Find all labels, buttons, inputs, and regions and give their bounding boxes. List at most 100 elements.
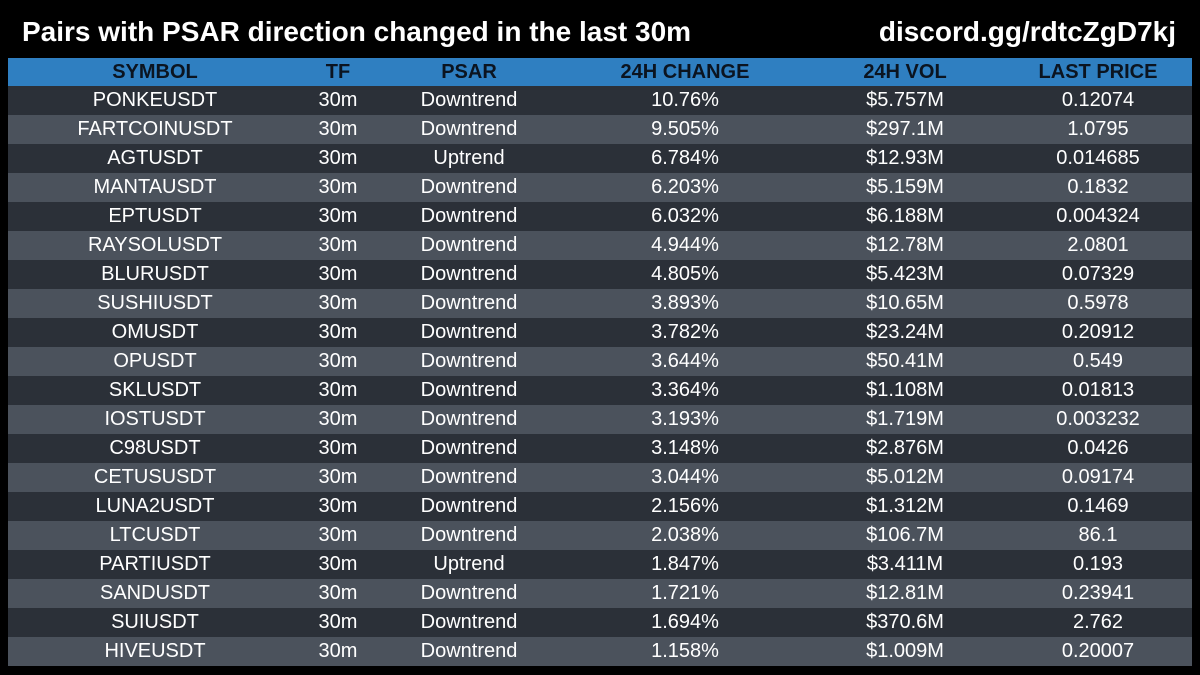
column-header-tf: TF xyxy=(302,58,374,86)
cell-vol-24h: $12.78M xyxy=(806,231,1004,260)
cell-change-24h: 2.038% xyxy=(564,521,806,550)
table-row: PARTIUSDT 30m Uptrend 1.847% $3.411M 0.193 xyxy=(8,550,1192,579)
cell-vol-24h: $2.876M xyxy=(806,434,1004,463)
cell-vol-24h: $10.65M xyxy=(806,289,1004,318)
cell-change-24h: 1.694% xyxy=(564,608,806,637)
cell-change-24h: 6.032% xyxy=(564,202,806,231)
cell-psar: Downtrend xyxy=(374,173,564,202)
cell-last-price: 0.014685 xyxy=(1004,144,1192,173)
cell-psar: Downtrend xyxy=(374,463,564,492)
cell-vol-24h: $23.24M xyxy=(806,318,1004,347)
table-row: OMUSDT 30m Downtrend 3.782% $23.24M 0.20912 xyxy=(8,318,1192,347)
cell-vol-24h: $5.159M xyxy=(806,173,1004,202)
cell-symbol: LTCUSDT xyxy=(8,521,302,550)
cell-change-24h: 1.158% xyxy=(564,637,806,666)
cell-last-price: 0.09174 xyxy=(1004,463,1192,492)
cell-vol-24h: $12.81M xyxy=(806,579,1004,608)
cell-tf: 30m xyxy=(302,608,374,637)
cell-vol-24h: $1.108M xyxy=(806,376,1004,405)
cell-change-24h: 2.156% xyxy=(564,492,806,521)
cell-vol-24h: $5.012M xyxy=(806,463,1004,492)
cell-last-price: 0.23941 xyxy=(1004,579,1192,608)
cell-psar: Downtrend xyxy=(374,86,564,115)
cell-psar: Uptrend xyxy=(374,144,564,173)
cell-symbol: MANTAUSDT xyxy=(8,173,302,202)
cell-symbol: HIVEUSDT xyxy=(8,637,302,666)
column-header-psar: PSAR xyxy=(374,58,564,86)
table-row: MANTAUSDT 30m Downtrend 6.203% $5.159M 0.1832 xyxy=(8,173,1192,202)
table-row: C98USDT 30m Downtrend 3.148% $2.876M 0.0426 xyxy=(8,434,1192,463)
discord-link[interactable]: discord.gg/rdtcZgD7kj xyxy=(878,16,1176,47)
cell-change-24h: 3.782% xyxy=(564,318,806,347)
cell-symbol: AGTUSDT xyxy=(8,144,302,173)
cell-last-price: 0.20912 xyxy=(1004,318,1192,347)
cell-vol-24h: $5.423M xyxy=(806,260,1004,289)
cell-last-price: 0.1832 xyxy=(1004,173,1192,202)
cell-last-price: 0.1469 xyxy=(1004,492,1192,521)
cell-vol-24h: $6.188M xyxy=(806,202,1004,231)
cell-vol-24h: $106.7M xyxy=(806,521,1004,550)
cell-change-24h: 6.784% xyxy=(564,144,806,173)
cell-symbol: BLURUSDT xyxy=(8,260,302,289)
cell-symbol: SANDUSDT xyxy=(8,579,302,608)
cell-last-price: 2.762 xyxy=(1004,608,1192,637)
cell-change-24h: 10.76% xyxy=(564,86,806,115)
column-header-vol-24h: 24H VOL xyxy=(806,58,1004,86)
cell-psar: Downtrend xyxy=(374,637,564,666)
cell-tf: 30m xyxy=(302,202,374,231)
cell-vol-24h: $370.6M xyxy=(806,608,1004,637)
cell-psar: Downtrend xyxy=(374,492,564,521)
cell-tf: 30m xyxy=(302,434,374,463)
table-row: EPTUSDT 30m Downtrend 6.032% $6.188M 0.004324 xyxy=(8,202,1192,231)
table-row: HIVEUSDT 30m Downtrend 1.158% $1.009M 0.20007 xyxy=(8,637,1192,666)
table-row: FARTCOINUSDT 30m Downtrend 9.505% $297.1M 1.0… xyxy=(8,115,1192,144)
cell-change-24h: 3.044% xyxy=(564,463,806,492)
cell-symbol: SKLUSDT xyxy=(8,376,302,405)
cell-tf: 30m xyxy=(302,579,374,608)
table-row: SUIUSDT 30m Downtrend 1.694% $370.6M 2.762 xyxy=(8,608,1192,637)
cell-psar: Downtrend xyxy=(374,405,564,434)
table-row: SUSHIUSDT 30m Downtrend 3.893% $10.65M 0.5978 xyxy=(8,289,1192,318)
cell-symbol: EPTUSDT xyxy=(8,202,302,231)
cell-vol-24h: $1.719M xyxy=(806,405,1004,434)
cell-tf: 30m xyxy=(302,115,374,144)
table-body: PONKEUSDT 30m Downtrend 10.76% $5.757M 0.1207… xyxy=(8,86,1192,666)
psar-table: SYMBOL TF PSAR 24H CHANGE 24H VOL LAST PRICE … xyxy=(8,58,1192,666)
cell-vol-24h: $1.312M xyxy=(806,492,1004,521)
page-header: Pairs with PSAR direction changed in the… xyxy=(0,0,1200,58)
page-title: Pairs with PSAR direction changed in the… xyxy=(22,16,692,47)
cell-tf: 30m xyxy=(302,376,374,405)
table-row: LTCUSDT 30m Downtrend 2.038% $106.7M 86.1 xyxy=(8,521,1192,550)
cell-tf: 30m xyxy=(302,318,374,347)
cell-last-price: 0.003232 xyxy=(1004,405,1192,434)
cell-symbol: LUNA2USDT xyxy=(8,492,302,521)
cell-vol-24h: $3.411M xyxy=(806,550,1004,579)
table-row: LUNA2USDT 30m Downtrend 2.156% $1.312M 0.1469 xyxy=(8,492,1192,521)
table-header: SYMBOL TF PSAR 24H CHANGE 24H VOL LAST PRICE xyxy=(8,58,1192,86)
cell-change-24h: 3.893% xyxy=(564,289,806,318)
cell-last-price: 0.07329 xyxy=(1004,260,1192,289)
table-row: PONKEUSDT 30m Downtrend 10.76% $5.757M 0.1207… xyxy=(8,86,1192,115)
cell-tf: 30m xyxy=(302,173,374,202)
cell-psar: Downtrend xyxy=(374,521,564,550)
cell-change-24h: 3.364% xyxy=(564,376,806,405)
column-header-symbol: SYMBOL xyxy=(8,58,302,86)
cell-psar: Downtrend xyxy=(374,579,564,608)
table-row: SKLUSDT 30m Downtrend 3.364% $1.108M 0.01813 xyxy=(8,376,1192,405)
cell-symbol: RAYSOLUSDT xyxy=(8,231,302,260)
table-row: IOSTUSDT 30m Downtrend 3.193% $1.719M 0.00323… xyxy=(8,405,1192,434)
cell-psar: Downtrend xyxy=(374,231,564,260)
cell-tf: 30m xyxy=(302,492,374,521)
cell-tf: 30m xyxy=(302,86,374,115)
cell-change-24h: 3.148% xyxy=(564,434,806,463)
cell-psar: Downtrend xyxy=(374,434,564,463)
cell-tf: 30m xyxy=(302,260,374,289)
table-row: OPUSDT 30m Downtrend 3.644% $50.41M 0.549 xyxy=(8,347,1192,376)
cell-tf: 30m xyxy=(302,550,374,579)
cell-last-price: 0.20007 xyxy=(1004,637,1192,666)
cell-change-24h: 9.505% xyxy=(564,115,806,144)
cell-symbol: PONKEUSDT xyxy=(8,86,302,115)
cell-vol-24h: $50.41M xyxy=(806,347,1004,376)
column-header-last-price: LAST PRICE xyxy=(1004,58,1192,86)
table-row: SANDUSDT 30m Downtrend 1.721% $12.81M 0.23941 xyxy=(8,579,1192,608)
